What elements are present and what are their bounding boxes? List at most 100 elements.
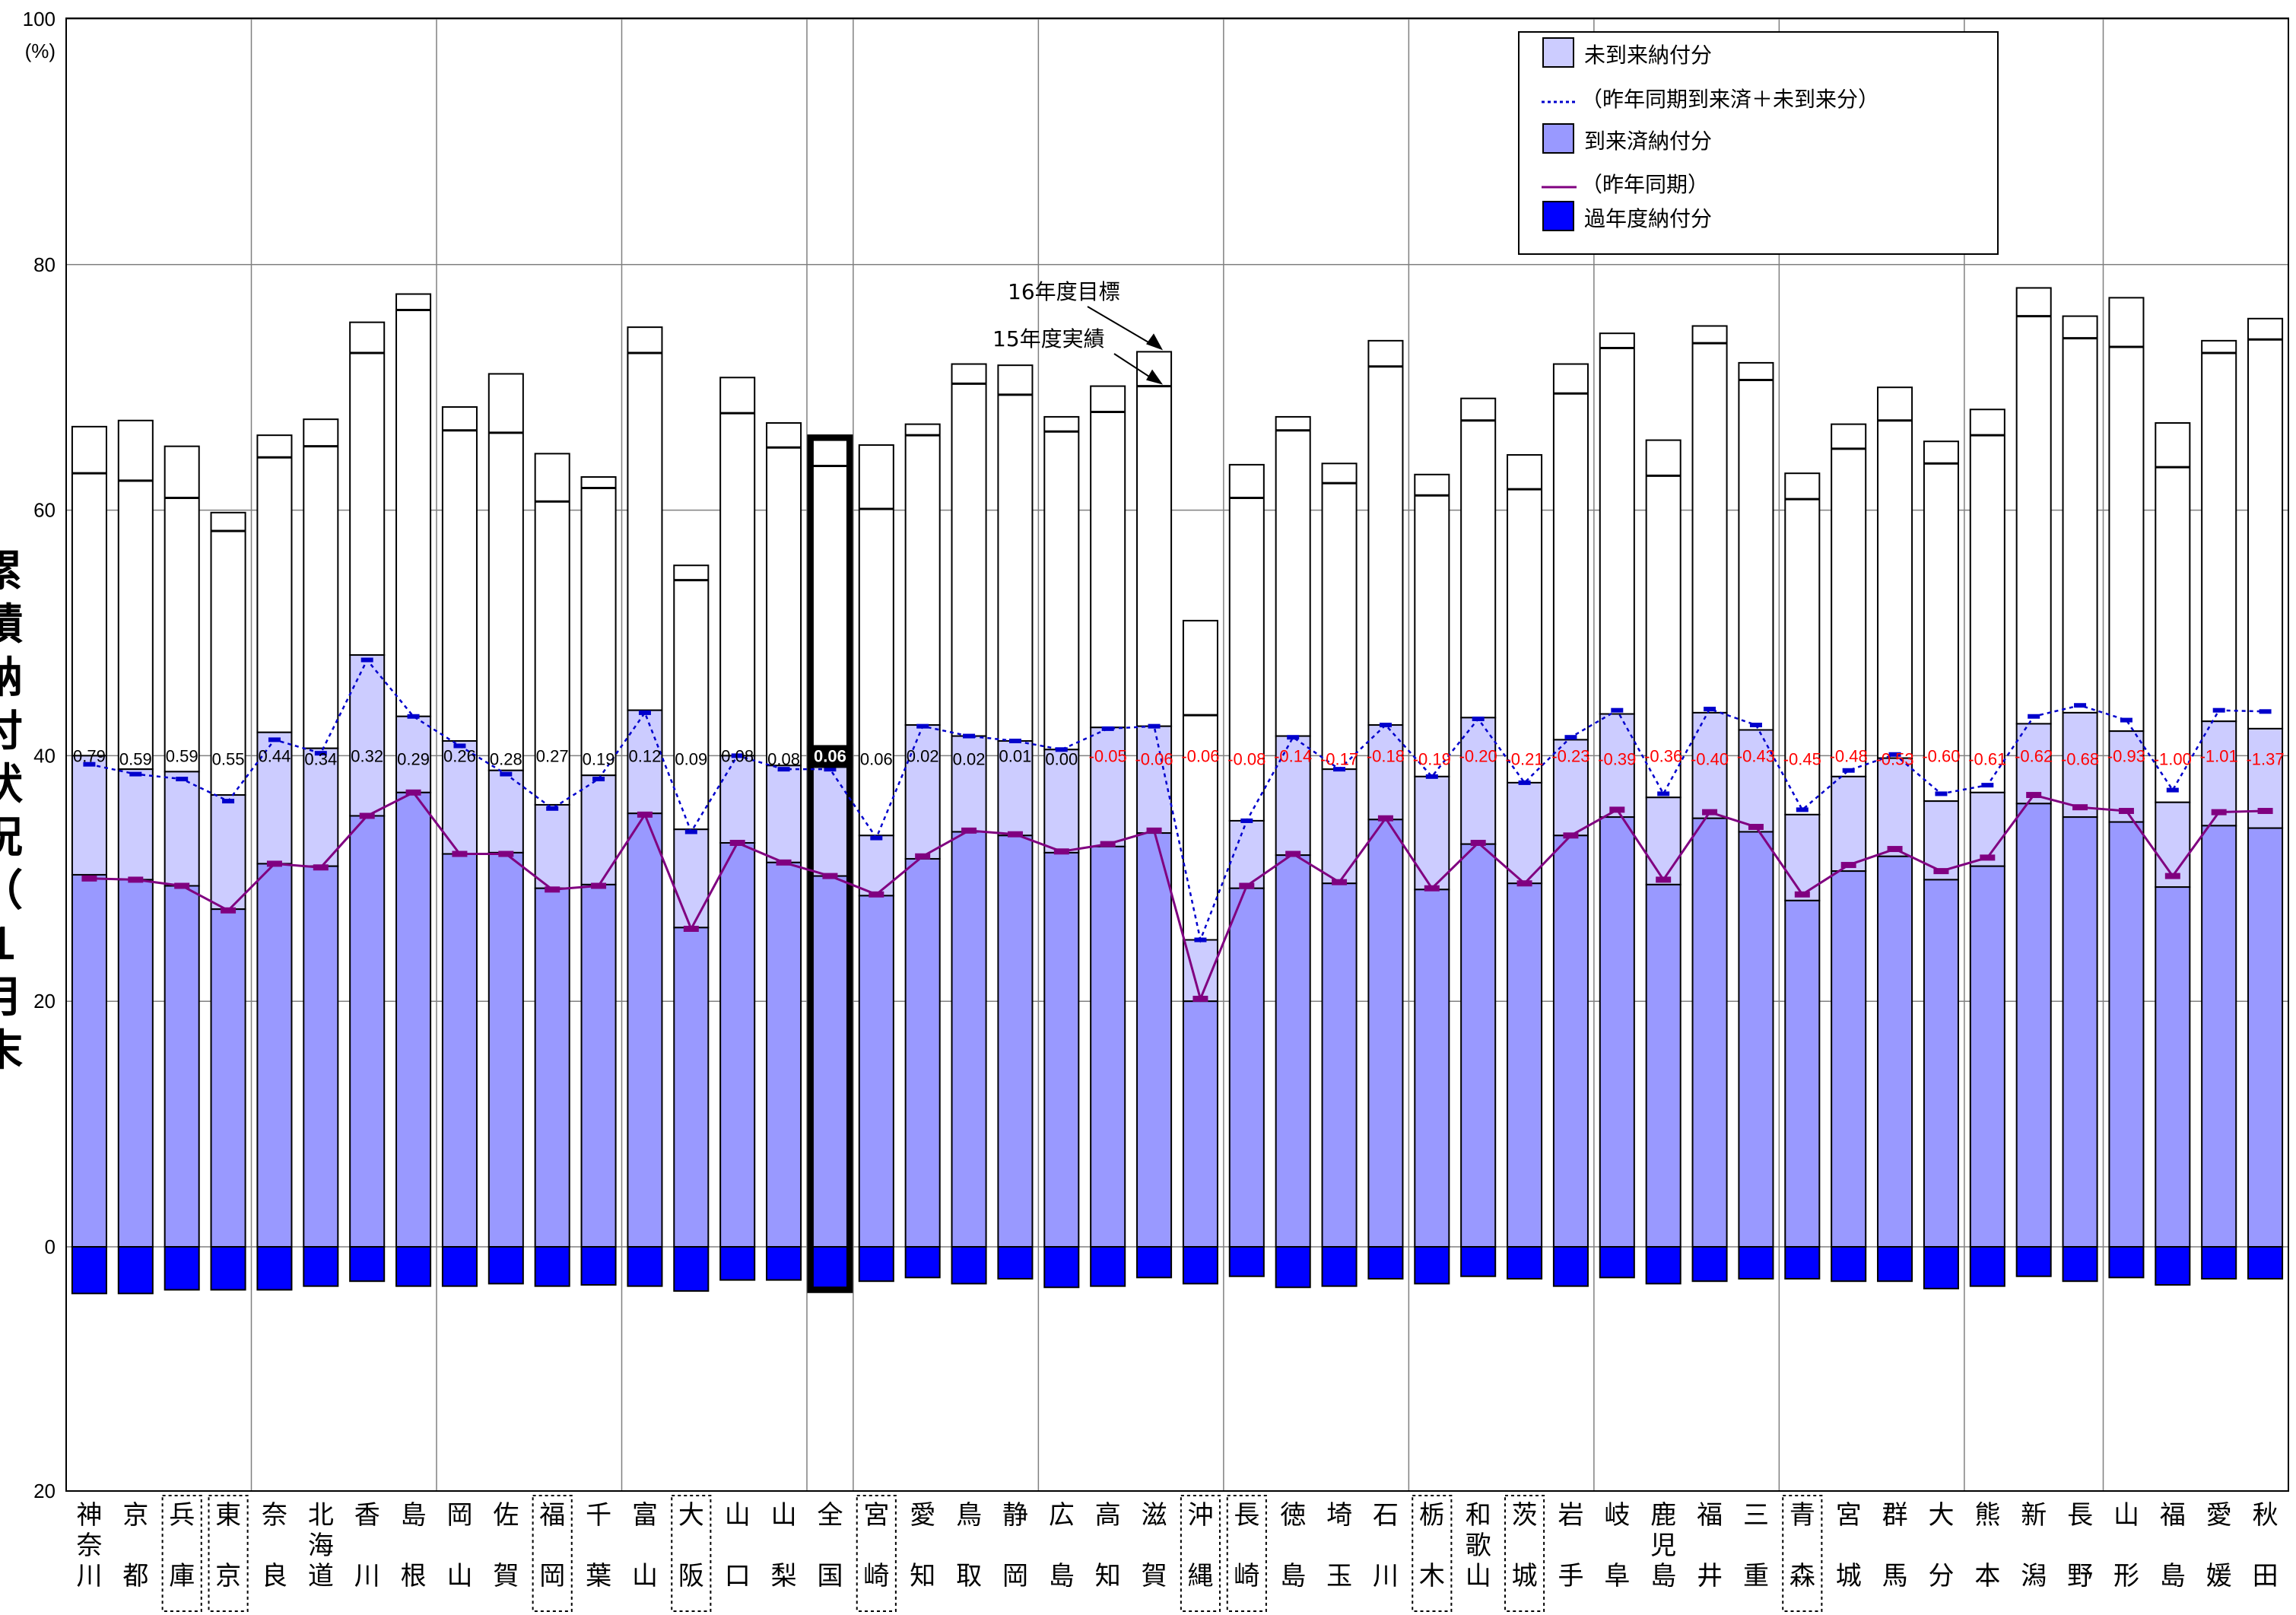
category-char: 徳 xyxy=(1280,1500,1306,1531)
bar-due-paid xyxy=(766,861,802,1248)
category-char: 葉 xyxy=(586,1561,611,1591)
category-label: 広島 xyxy=(1049,1500,1075,1591)
data-label: 0.79 xyxy=(73,746,106,765)
category-label: 高知 xyxy=(1095,1500,1121,1591)
bars xyxy=(71,287,2284,1295)
bar-target-2004 xyxy=(1275,415,1311,737)
bar-not-yet-due xyxy=(2108,730,2145,823)
marker-last-year xyxy=(1702,809,1718,815)
category-label: 山口 xyxy=(725,1500,751,1591)
marker-last-year-total xyxy=(638,710,651,715)
category-char: 大 xyxy=(678,1500,704,1531)
category-char: 栃 xyxy=(1419,1500,1445,1531)
category-char: 大 xyxy=(1928,1500,1954,1531)
data-label: -0.53 xyxy=(1875,749,1913,768)
bar-target-2004 xyxy=(1784,472,1821,815)
data-label: -0.14 xyxy=(1274,746,1312,765)
category-label: 和歌山 xyxy=(1466,1500,1491,1591)
y-axis-label-char: 納 xyxy=(0,653,23,703)
category-label: 奈良 xyxy=(262,1500,287,1591)
annotation-arrowhead xyxy=(1146,369,1164,385)
category-char: 京 xyxy=(122,1500,148,1531)
category-char: 兵 xyxy=(169,1500,195,1531)
marker-last-year xyxy=(2257,808,2273,815)
bar-past-year xyxy=(1969,1246,2005,1287)
category-char: 国 xyxy=(817,1561,843,1591)
bar-due-paid xyxy=(904,857,941,1248)
marker-last-year-total xyxy=(2028,714,2040,719)
category-dotted-box xyxy=(1226,1495,1267,1612)
bar-due-paid xyxy=(117,879,154,1248)
marker-last-year-total xyxy=(500,771,513,777)
category-char: 岡 xyxy=(446,1500,472,1531)
category-char: 知 xyxy=(1095,1561,1121,1591)
category-dotted-box xyxy=(1782,1495,1823,1612)
marker-last-year xyxy=(405,789,421,796)
marker-last-year xyxy=(313,864,329,871)
category-char: 新 xyxy=(2021,1500,2047,1531)
bar-due-paid xyxy=(1877,855,1913,1248)
category-label: 愛媛 xyxy=(2206,1500,2232,1591)
bar-past-year xyxy=(1738,1246,1774,1280)
bar-not-yet-due xyxy=(71,755,107,876)
category-char: 静 xyxy=(1002,1500,1028,1531)
category-label: 東京 xyxy=(208,1495,249,1612)
bar-past-year xyxy=(1182,1246,1218,1285)
marker-last-year xyxy=(2211,809,2227,815)
category-char: 阜 xyxy=(1604,1561,1630,1591)
category-label: 埼玉 xyxy=(1326,1500,1352,1591)
bar-past-year xyxy=(997,1246,1034,1280)
marker-last-year-total xyxy=(1287,735,1300,740)
marker-last-year-total xyxy=(824,767,837,772)
data-label: 0.00 xyxy=(1045,749,1078,768)
marker-last-year-total xyxy=(1194,937,1207,943)
data-label: 0.32 xyxy=(351,746,383,765)
category-label: 岡山 xyxy=(446,1500,472,1591)
bar-not-yet-due xyxy=(1367,724,1404,821)
marker-last-year xyxy=(729,839,745,846)
category-label: 石川 xyxy=(1373,1500,1399,1591)
data-label: -0.05 xyxy=(1089,746,1127,765)
bar-target-2004 xyxy=(1460,397,1497,719)
bar-past-year xyxy=(534,1246,570,1287)
bar-past-year xyxy=(2108,1246,2145,1279)
category-char: 全 xyxy=(817,1500,843,1531)
category-char: 奈 xyxy=(76,1531,102,1561)
bar-not-yet-due xyxy=(1414,775,1450,891)
bar-past-year xyxy=(1228,1246,1265,1277)
marker-last-year xyxy=(2164,873,2180,879)
bar-past-year xyxy=(951,1246,987,1285)
y-axis-label-char: １ xyxy=(0,920,23,969)
category-label: 佐賀 xyxy=(493,1500,519,1591)
marker-last-year xyxy=(2118,808,2134,815)
category-char: 東 xyxy=(215,1500,241,1531)
category-char: 岡 xyxy=(1002,1561,1028,1591)
data-label: -0.48 xyxy=(1830,746,1868,765)
data-label: -0.06 xyxy=(1181,746,1219,765)
y-axis-label-char: （ xyxy=(0,866,23,916)
category-label: 福島 xyxy=(2160,1500,2186,1591)
data-label: -0.06 xyxy=(1135,749,1173,768)
category-label: 北海道 xyxy=(308,1500,334,1591)
category-dotted-box xyxy=(1180,1495,1221,1612)
bar-target-2004 xyxy=(1691,325,1728,714)
category-label: 兵庫 xyxy=(161,1495,202,1612)
bar-not-yet-due xyxy=(904,724,941,860)
data-label: 0.59 xyxy=(166,746,198,765)
data-label: -0.08 xyxy=(1227,749,1265,768)
data-label: -0.61 xyxy=(1968,749,2006,768)
marker-last-year xyxy=(266,860,282,867)
bar-past-year xyxy=(71,1246,107,1295)
bar-due-paid xyxy=(997,835,1034,1248)
bar-due-paid xyxy=(1136,832,1173,1248)
marker-last-year xyxy=(961,827,977,834)
bar-past-year xyxy=(811,1246,848,1289)
marker-last-year-total xyxy=(777,767,790,772)
bar-target-2004 xyxy=(1738,361,1774,731)
category-char: 山 xyxy=(725,1500,751,1531)
category-char: 和 xyxy=(1466,1500,1491,1531)
category-label: 鹿児島 xyxy=(1650,1500,1676,1591)
category-char: 香 xyxy=(354,1500,380,1531)
y-tick-label: 0 xyxy=(45,1235,56,1258)
